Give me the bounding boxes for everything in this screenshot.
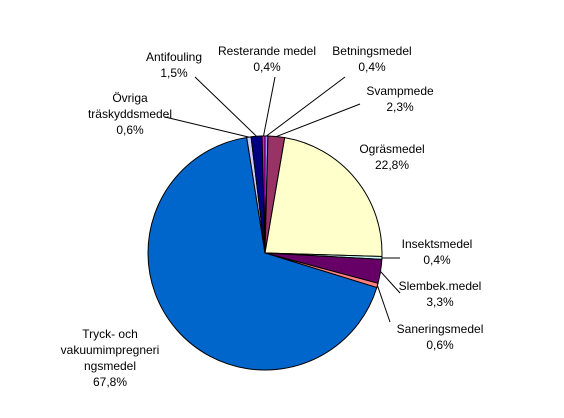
value-label: 0,6% [426, 338, 454, 352]
leader-line [266, 76, 346, 137]
slice-label: Betningsmedel [332, 44, 411, 58]
leader-line [376, 285, 391, 323]
slice-label: Ogräsmedel [359, 142, 424, 156]
value-label: 0,6% [116, 123, 144, 137]
value-label: 0,4% [253, 60, 281, 74]
value-label: 67,8% [93, 375, 127, 389]
pie-slice [147, 136, 378, 371]
leader-line [380, 271, 401, 294]
slice-label: Slembek.medel [399, 279, 482, 293]
slice-label: Svampmede [366, 84, 434, 98]
leader-line [164, 116, 250, 138]
pie-slice [264, 137, 383, 258]
value-label: 1,5% [160, 66, 188, 80]
value-label: 22,8% [375, 158, 409, 172]
slice-label: Tryck- och vakuumimpregneri ngsmedel [61, 327, 160, 373]
leader-line [263, 76, 276, 137]
value-label: 0,4% [358, 60, 386, 74]
leader-line [276, 103, 361, 138]
slice-label: Övriga träskyddsmedel [88, 91, 172, 121]
value-label: 0,4% [423, 253, 451, 267]
leader-line [194, 76, 257, 137]
slice-label: Saneringsmedel [397, 322, 484, 336]
pie-slice [261, 135, 266, 254]
slice-label: Insektsmedel [402, 237, 473, 251]
slice-label: Antifouling [146, 50, 202, 64]
slice-label: Resterande medel [218, 44, 316, 58]
value-label: 3,3% [426, 295, 454, 309]
value-label: 2,3% [386, 100, 414, 114]
